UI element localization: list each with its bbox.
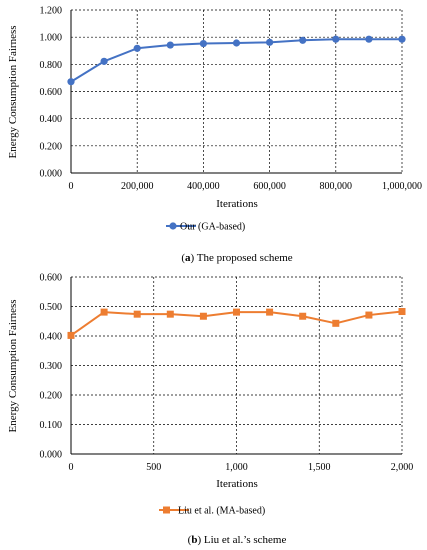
chart-a-y-axis-label: Energy Consumption Fairness [7, 25, 19, 158]
chart-a-y-tick-label: 1.000 [40, 33, 63, 44]
chart-a-legend-label: Our (GA-based) [180, 222, 245, 233]
chart-a: 0.000 0.200 0.400 0.600 0.800 1.000 1.200 0 200… [7, 6, 422, 265]
chart-b-caption-letter: b [191, 534, 197, 546]
chart-a-y-tick-labels: 0.000 0.200 0.400 0.600 0.800 1.000 1.200 [40, 6, 63, 180]
chart-a-series [67, 35, 406, 86]
chart-a-y-tick-label: 0.000 [40, 169, 63, 180]
chart-b-x-axis-label: Iterations [216, 478, 258, 490]
chart-a-axes [70, 10, 402, 174]
chart-b-data-point [365, 311, 373, 319]
chart-b-data-point [166, 310, 174, 318]
chart-a-x-tick-label: 800,000 [320, 181, 353, 192]
chart-b-series [67, 308, 406, 339]
chart-a-x-tick-label: 600,000 [253, 181, 286, 192]
chart-a-y-tick-label: 0.400 [40, 114, 63, 125]
chart-a-data-point [133, 44, 141, 52]
chart-a-caption-text: The proposed scheme [194, 252, 293, 264]
chart-b-y-tick-label: 0.600 [40, 273, 63, 284]
chart-b-caption: (b) Liu et al.’s scheme [188, 534, 287, 546]
chart-b-legend: Liu et al. (MA-based) [159, 506, 265, 517]
chart-b-legend-marker [163, 506, 170, 514]
chart-b-data-point [266, 308, 274, 316]
chart-a-data-point [67, 78, 75, 86]
chart-b-y-tick-label: 0.400 [40, 332, 63, 343]
chart-a-caption: (a) The proposed scheme [181, 252, 292, 264]
chart-b-data-point [332, 319, 340, 327]
chart-b-y-tick-labels: 0.000 0.100 0.200 0.300 0.400 0.500 0.600 [40, 273, 63, 461]
chart-b-x-tick-labels: 0 500 1,000 1,500 2,000 [69, 462, 414, 473]
chart-a-y-tick-label: 0.200 [40, 141, 63, 152]
chart-b-x-tick-label: 2,000 [391, 462, 414, 473]
chart-b-data-point [199, 312, 207, 320]
chart-b-caption-text: Liu et al.’s scheme [201, 534, 286, 546]
chart-b-gridlines [71, 276, 403, 454]
chart-b-data-point [299, 312, 307, 320]
chart-b-y-axis-label: Energy Consumption Fairness [7, 299, 19, 432]
chart-b-data-point [133, 310, 141, 318]
chart-b-y-tick-label: 0.500 [40, 302, 63, 313]
chart-b-x-tick-label: 500 [146, 462, 161, 473]
chart-a-data-point [299, 36, 307, 44]
chart-b-x-tick-label: 1,000 [225, 462, 248, 473]
chart-a-x-axis-label: Iterations [216, 198, 258, 210]
chart-a-data-point [398, 35, 406, 43]
chart-a-y-tick-label: 0.800 [40, 60, 63, 71]
chart-b-axes [70, 277, 402, 455]
chart-b-data-point [398, 308, 406, 316]
chart-b-y-tick-label: 0.000 [40, 450, 63, 461]
chart-a-gridlines [71, 9, 403, 173]
chart-a-legend-marker [169, 222, 177, 230]
chart-a-data-point [365, 35, 373, 43]
chart-b-y-tick-label: 0.200 [40, 391, 63, 402]
chart-b-x-tick-label: 0 [69, 462, 74, 473]
chart-a-data-point [232, 39, 241, 47]
chart-b: 0.000 0.100 0.200 0.300 0.400 0.500 0.600 0 500… [7, 273, 413, 547]
chart-b-y-tick-label: 0.300 [40, 361, 63, 372]
chart-a-y-tick-label: 0.600 [40, 87, 63, 98]
chart-a-x-tick-labels: 0 200,000 400,000 600,000 800,000 1,000,000 [69, 181, 423, 192]
chart-b-data-point [67, 331, 75, 339]
chart-a-x-tick-label: 200,000 [121, 181, 154, 192]
chart-a-x-tick-label: 1,000,000 [382, 181, 422, 192]
chart-b-x-tick-label: 1,500 [308, 462, 331, 473]
chart-a-data-point [266, 38, 274, 46]
chart-a-data-point [100, 57, 108, 65]
chart-a-data-point [199, 39, 207, 48]
chart-a-y-tick-label: 1.200 [40, 6, 63, 17]
chart-b-data-point [100, 308, 108, 316]
chart-a-x-tick-label: 0 [69, 181, 74, 192]
chart-a-caption-letter: a [185, 252, 191, 264]
chart-a-data-point [166, 41, 174, 49]
chart-a-data-point [332, 35, 340, 43]
chart-b-legend-label: Liu et al. (MA-based) [178, 506, 265, 517]
chart-b-data-point [233, 308, 240, 316]
chart-a-legend: Our (GA-based) [166, 222, 245, 233]
chart-a-x-tick-label: 400,000 [187, 181, 220, 192]
chart-b-y-tick-label: 0.100 [40, 420, 63, 431]
